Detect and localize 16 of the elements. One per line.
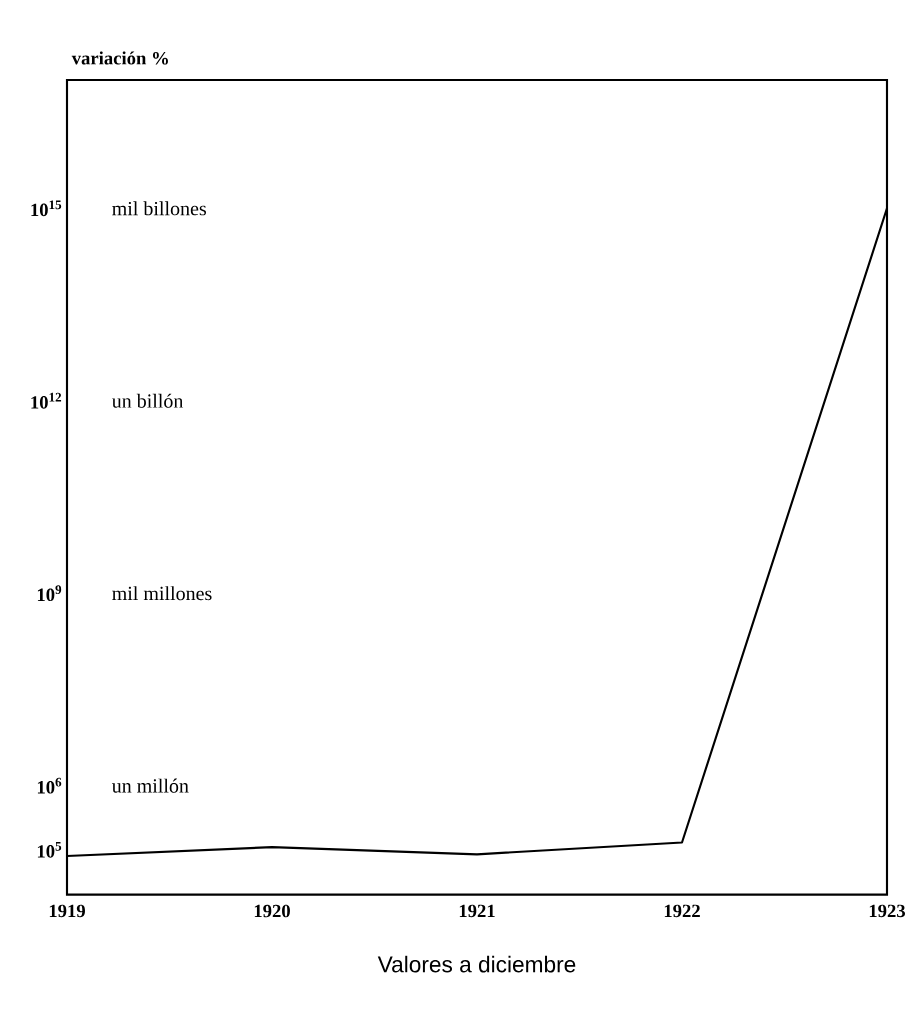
- annotation: un millón: [111, 778, 189, 793]
- y-tick-label: 10$^{6}$: [37, 777, 62, 794]
- y-tick-label: 10$^{12}$: [31, 392, 62, 409]
- x-tick-label: 1921: [459, 904, 495, 918]
- x-tick-label: 1920: [254, 904, 290, 918]
- annotation: mil billones: [112, 201, 206, 216]
- annotation: mil millones: [112, 586, 212, 601]
- x-tick-label: 1919: [49, 904, 85, 918]
- x-tick-label: 1922: [664, 904, 700, 918]
- y-tick-label: 10$^{5}$: [37, 841, 62, 858]
- x-tick-label: 1923: [869, 904, 906, 918]
- y-tick-label: 10$^{15}$: [31, 200, 62, 217]
- annotation: un billón: [111, 393, 184, 408]
- y-tick-label: 10$^{9}$: [37, 585, 62, 602]
- x-axis-title: Valores a diciembre: [377, 955, 576, 973]
- y-axis-title: variación %: [71, 51, 168, 65]
